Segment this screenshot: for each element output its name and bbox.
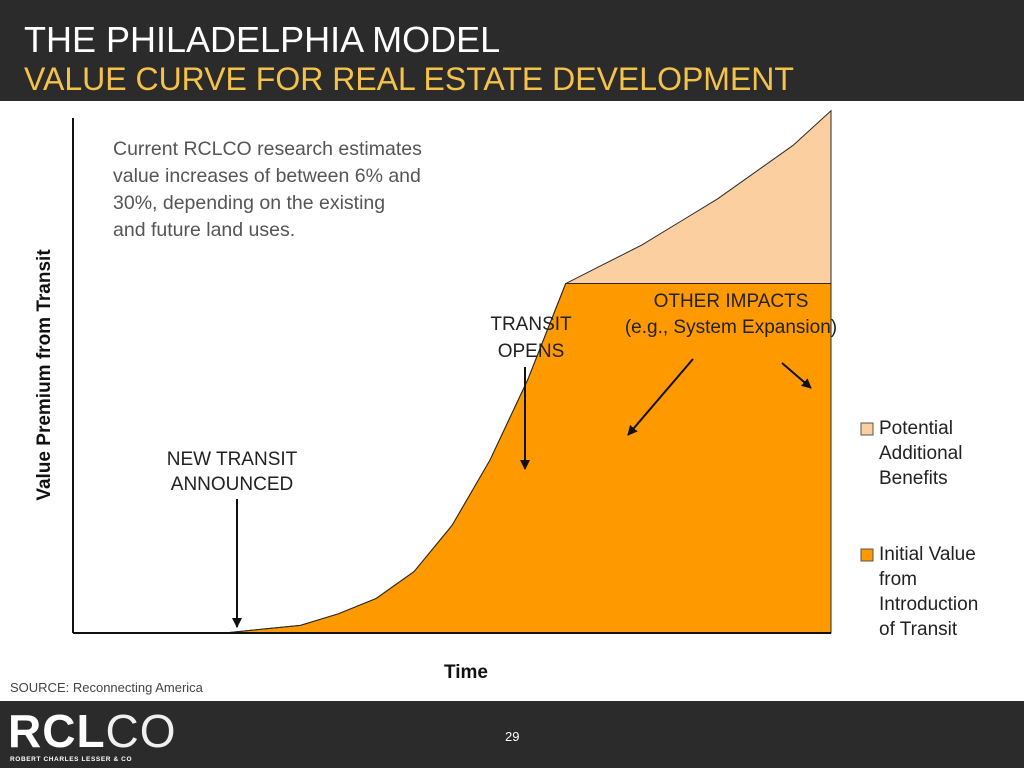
- annotation-announced: NEW TRANSIT ANNOUNCED: [167, 449, 298, 628]
- legend-initial-line2: from: [879, 569, 917, 590]
- slide-title: THE PHILADELPHIA MODEL: [24, 19, 501, 60]
- value-curve-chart: Time Value Premium from Transit NEW TRAN…: [34, 109, 978, 683]
- footer-bar: RCLCO ROBERT CHARLES LESSER & CO 29: [0, 701, 1024, 768]
- rclco-logo: RCLCO: [8, 707, 177, 755]
- header-bar: THE PHILADELPHIA MODEL VALUE CURVE FOR R…: [0, 0, 1024, 101]
- annotation-opens-line2: OPENS: [498, 341, 565, 362]
- legend-potential-line1: Potential: [879, 418, 953, 439]
- legend-initial-line1: Initial Value: [879, 544, 976, 565]
- slide-subtitle: VALUE CURVE FOR REAL ESTATE DEVELOPMENT: [24, 61, 794, 97]
- logo-co: CO: [105, 705, 177, 757]
- page-number: 29: [505, 729, 520, 744]
- x-axis-label: Time: [444, 662, 488, 683]
- legend-initial-line3: Introduction: [879, 594, 978, 615]
- annotation-other-line2: (e.g., System Expansion): [625, 317, 837, 338]
- annotation-announced-line1: NEW TRANSIT: [167, 449, 298, 470]
- other-impacts-arrow-left: [627, 358, 694, 436]
- logo-tagline: ROBERT CHARLES LESSER & CO: [10, 756, 133, 763]
- chart-legend: Potential Additional Benefits Initial Va…: [860, 418, 978, 640]
- annotation-opens: TRANSIT OPENS: [490, 314, 572, 470]
- legend-potential-line2: Additional: [879, 443, 962, 464]
- research-note: Current RCLCO research estimates value i…: [113, 138, 422, 241]
- annotation-opens-line1: TRANSIT: [490, 314, 572, 335]
- y-axis-label: Value Premium from Transit: [34, 249, 55, 501]
- annotation-other-line1: OTHER IMPACTS: [654, 291, 809, 312]
- logo-rcl: RCL: [8, 705, 106, 757]
- legend-swatch-initial: [860, 548, 874, 562]
- legend-swatch-potential: [860, 422, 874, 436]
- legend-initial-line4: of Transit: [879, 619, 958, 640]
- source-note: SOURCE: Reconnecting America: [10, 680, 203, 695]
- area-series-1: [73, 109, 832, 634]
- legend-potential-line3: Benefits: [879, 468, 948, 489]
- annotation-other-impacts: OTHER IMPACTS (e.g., System Expansion): [625, 291, 837, 436]
- other-impacts-arrow-right: [781, 362, 812, 389]
- annotation-announced-line2: ANNOUNCED: [171, 474, 293, 495]
